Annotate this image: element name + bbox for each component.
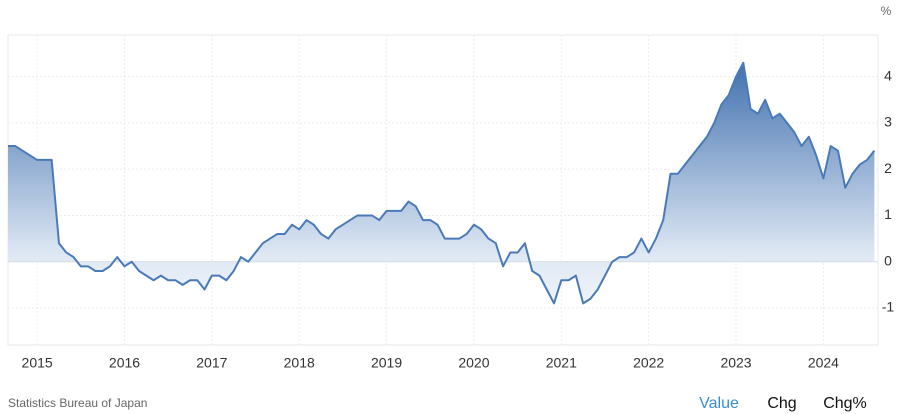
y-tick-label: 3 bbox=[884, 114, 892, 130]
x-tick-label: 2016 bbox=[109, 355, 140, 371]
x-tick-label: 2021 bbox=[546, 355, 577, 371]
tab-chg-pct[interactable]: Chg% bbox=[823, 395, 867, 412]
y-tick-label: 4 bbox=[884, 67, 892, 83]
x-tick-label: 2019 bbox=[371, 355, 402, 371]
y-tick-label: 0 bbox=[884, 252, 892, 268]
x-tick-label: 2018 bbox=[284, 355, 315, 371]
y-tick-label: 2 bbox=[884, 160, 892, 176]
x-tick-label: 2024 bbox=[808, 355, 839, 371]
area-fill bbox=[8, 62, 875, 304]
tab-chg[interactable]: Chg bbox=[767, 395, 796, 412]
y-tick-label: -1 bbox=[882, 299, 895, 315]
x-tick-label: 2017 bbox=[196, 355, 227, 371]
x-tick-label: 2022 bbox=[633, 355, 664, 371]
line bbox=[8, 61, 876, 305]
x-tick-label: 2020 bbox=[458, 355, 489, 371]
unit-label: % bbox=[881, 4, 892, 18]
x-tick-label: 2023 bbox=[720, 355, 751, 371]
source: Statistics Bureau of Japan bbox=[8, 396, 147, 410]
y-tick-label: 1 bbox=[884, 206, 892, 222]
x-tick-label: 2015 bbox=[22, 355, 53, 371]
tab-value[interactable]: Value bbox=[699, 395, 739, 412]
